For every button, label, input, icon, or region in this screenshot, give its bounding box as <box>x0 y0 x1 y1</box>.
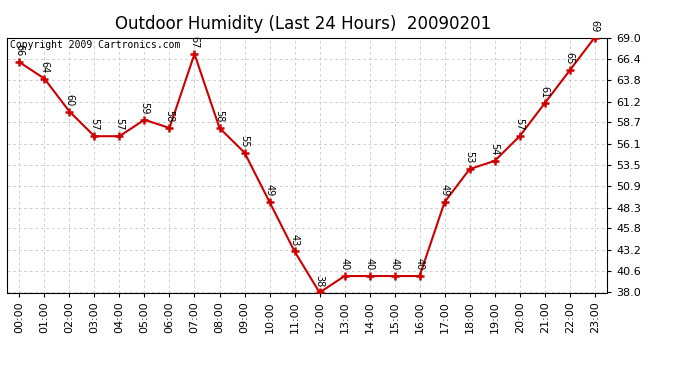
Text: 49: 49 <box>440 184 450 196</box>
Text: 43: 43 <box>290 234 299 246</box>
Text: Outdoor Humidity (Last 24 Hours)  20090201: Outdoor Humidity (Last 24 Hours) 2009020… <box>115 15 492 33</box>
Text: 38: 38 <box>315 275 324 287</box>
Text: 49: 49 <box>264 184 275 196</box>
Text: 40: 40 <box>415 258 424 270</box>
Text: 40: 40 <box>339 258 350 270</box>
Text: 60: 60 <box>64 94 75 106</box>
Text: 54: 54 <box>490 143 500 155</box>
Text: 59: 59 <box>139 102 150 114</box>
Text: 69: 69 <box>590 20 600 32</box>
Text: 66: 66 <box>14 44 24 57</box>
Text: 57: 57 <box>115 118 124 130</box>
Text: 58: 58 <box>164 110 175 122</box>
Text: 55: 55 <box>239 135 250 147</box>
Text: 40: 40 <box>390 258 400 270</box>
Text: 67: 67 <box>190 36 199 48</box>
Text: 40: 40 <box>364 258 375 270</box>
Text: 65: 65 <box>564 53 575 65</box>
Text: 64: 64 <box>39 61 50 73</box>
Text: 61: 61 <box>540 86 550 98</box>
Text: 58: 58 <box>215 110 224 122</box>
Text: 53: 53 <box>464 151 475 164</box>
Text: 57: 57 <box>515 118 524 130</box>
Text: Copyright 2009 Cartronics.com: Copyright 2009 Cartronics.com <box>10 40 180 50</box>
Text: 57: 57 <box>90 118 99 130</box>
